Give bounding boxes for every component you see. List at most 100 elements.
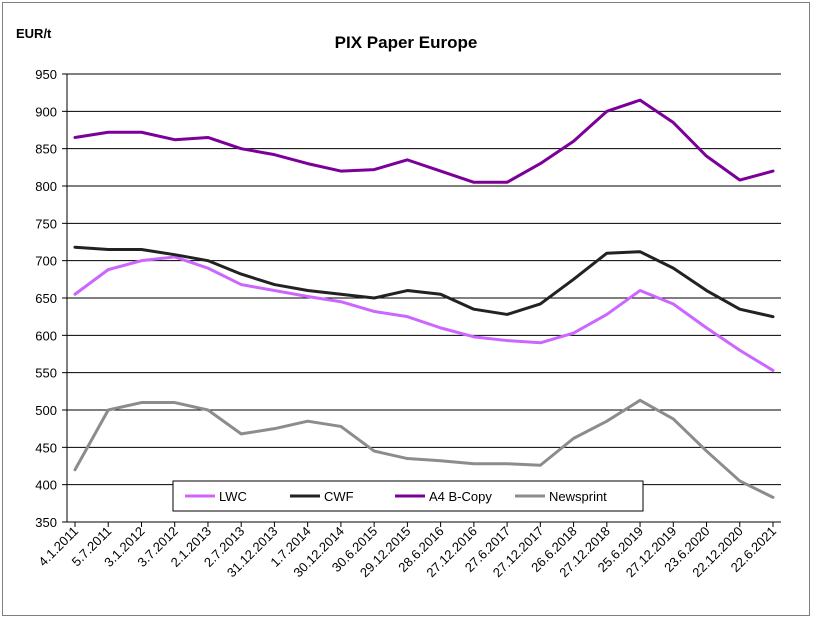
series-line-newsprint	[73, 398, 775, 499]
data-point-cwf	[672, 266, 675, 270]
data-point-newsprint	[638, 399, 642, 402]
data-point-newsprint	[140, 401, 143, 404]
data-point-cwf	[705, 289, 708, 292]
y-tick-label-700: 700	[35, 254, 57, 269]
y-tick-label-400: 400	[35, 478, 57, 493]
x-tick-labels: 4.1.20115.7.20113.1.20123.7.20122.1.2013…	[35, 522, 779, 580]
data-point-newsprint	[206, 408, 210, 412]
data-point-cwf	[605, 252, 609, 255]
data-point-lwc	[539, 341, 542, 344]
data-point-cwf	[505, 313, 509, 316]
data-point-lwc	[672, 302, 675, 306]
data-point-lwc	[406, 315, 409, 318]
data-point-cwf	[539, 302, 542, 306]
data-point-newsprint	[239, 432, 243, 436]
data-point-newsprint	[406, 457, 409, 460]
data-point-a4-b-copy	[73, 136, 77, 139]
series-line-a4-b-copy	[73, 98, 775, 184]
data-point-a4-b-copy	[672, 121, 675, 124]
data-point-newsprint	[705, 449, 708, 453]
data-point-a4-b-copy	[705, 154, 708, 158]
data-point-newsprint	[339, 425, 343, 428]
data-point-a4-b-copy	[439, 169, 442, 173]
data-point-lwc	[439, 326, 442, 330]
data-point-newsprint	[173, 401, 176, 404]
data-point-newsprint	[372, 449, 376, 453]
data-point-a4-b-copy	[771, 169, 775, 173]
y-tick-label-750: 750	[35, 216, 57, 231]
y-tick-label-800: 800	[35, 179, 57, 194]
legend-label-lwc: LWC	[219, 489, 247, 504]
data-point-lwc	[239, 283, 243, 286]
data-point-lwc	[605, 313, 609, 316]
y-tick-labels: 350 400 450 500 550 600 650 700 750 800 850 900 950	[35, 67, 67, 530]
y-tick-label-850: 850	[35, 142, 57, 157]
data-point-lwc	[505, 339, 509, 342]
data-point-newsprint	[439, 459, 442, 462]
data-point-cwf	[771, 315, 775, 318]
data-point-a4-b-copy	[339, 169, 343, 173]
data-point-cwf	[273, 283, 276, 286]
data-point-a4-b-copy	[539, 162, 542, 165]
data-point-a4-b-copy	[372, 168, 376, 171]
y-tick-label-500: 500	[35, 403, 57, 418]
data-point-a4-b-copy	[173, 138, 176, 141]
data-point-newsprint	[539, 464, 542, 467]
data-point-lwc	[206, 266, 210, 270]
y-axis-unit-label: EUR/t	[16, 26, 52, 41]
legend-label-a4-b-copy: A4 B-Copy	[429, 489, 492, 504]
data-point-newsprint	[605, 420, 609, 423]
data-point-a4-b-copy	[273, 153, 276, 156]
data-point-lwc	[140, 259, 143, 262]
data-point-lwc	[738, 349, 741, 352]
data-point-newsprint	[107, 408, 110, 412]
chart-svg: EUR/t PIX Paper Europe 350 400 450 500 550 60…	[16, 26, 781, 580]
data-point-a4-b-copy	[140, 131, 143, 134]
data-point-cwf	[372, 296, 376, 300]
data-point-newsprint	[73, 468, 77, 471]
data-point-cwf	[239, 272, 243, 276]
data-point-lwc	[306, 295, 309, 298]
data-point-cwf	[339, 293, 343, 296]
series-line-lwc	[73, 255, 775, 372]
data-point-cwf	[140, 248, 143, 251]
data-point-cwf	[173, 253, 176, 256]
y-tick-label-950: 950	[35, 67, 57, 82]
legend-label-cwf: CWF	[324, 489, 354, 504]
data-point-newsprint	[306, 420, 309, 423]
data-point-a4-b-copy	[572, 140, 575, 143]
data-point-a4-b-copy	[605, 110, 609, 113]
data-point-lwc	[73, 293, 77, 296]
data-point-cwf	[73, 246, 77, 249]
data-point-newsprint	[273, 427, 276, 430]
data-point-a4-b-copy	[406, 158, 409, 162]
data-point-newsprint	[738, 479, 741, 483]
data-point-lwc	[771, 369, 775, 372]
data-point-lwc	[472, 335, 476, 339]
data-point-cwf	[472, 308, 476, 311]
data-point-newsprint	[672, 417, 675, 421]
chart-frame: EUR/t PIX Paper Europe 350 400 450 500 550 60…	[2, 2, 810, 616]
data-point-lwc	[638, 289, 642, 292]
y-tick-label-550: 550	[35, 366, 57, 381]
y-tick-label-900: 900	[35, 104, 57, 119]
y-tick-label-600: 600	[35, 328, 57, 343]
legend-label-newsprint: Newsprint	[549, 489, 607, 504]
y-tick-label-650: 650	[35, 291, 57, 306]
data-point-a4-b-copy	[239, 147, 243, 150]
data-point-cwf	[206, 259, 210, 262]
series-line-cwf	[73, 245, 775, 319]
data-point-cwf	[439, 293, 442, 296]
data-point-lwc	[372, 310, 376, 313]
data-point-cwf	[638, 250, 642, 253]
data-point-a4-b-copy	[206, 136, 210, 139]
data-point-lwc	[339, 300, 343, 303]
data-point-newsprint	[472, 462, 476, 465]
data-point-a4-b-copy	[738, 178, 741, 182]
data-point-a4-b-copy	[472, 181, 476, 184]
gridlines	[67, 73, 781, 486]
data-point-a4-b-copy	[638, 98, 642, 102]
data-point-lwc	[572, 331, 575, 335]
data-point-cwf	[306, 289, 309, 292]
y-tick-label-350: 350	[35, 515, 57, 530]
